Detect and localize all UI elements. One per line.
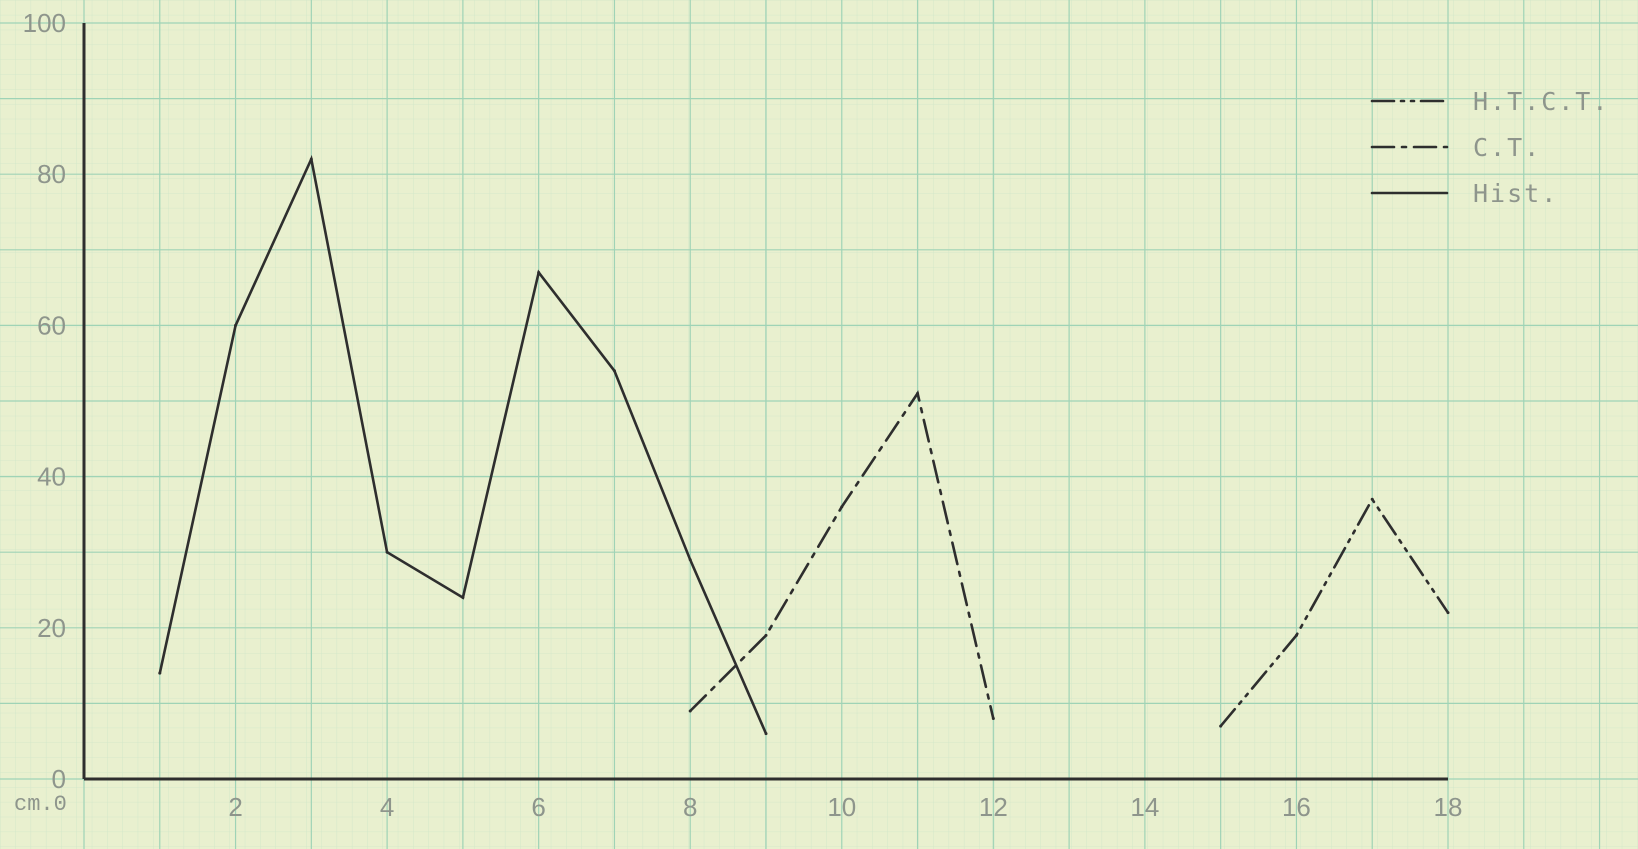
data-point [612,369,616,373]
y-tick-label: 40 [37,462,66,492]
x-tick-label: 14 [1130,792,1159,822]
axes [82,23,1448,781]
data-point [840,505,844,509]
x-tick-label: 18 [1434,792,1463,822]
data-point [461,596,465,600]
data-point [764,633,768,637]
legend-label: Hist. [1473,179,1558,208]
data-point [1370,497,1374,501]
y-tick-label: 100 [23,8,66,38]
origin-label: cm.0 [14,792,67,817]
data-point [309,157,313,161]
data-point [158,671,162,675]
x-tick-label: 2 [228,792,242,822]
data-point [688,709,692,713]
series-line [1219,496,1450,728]
data-point [1446,611,1450,615]
x-tick-label: 12 [979,792,1008,822]
data-point [1219,724,1223,728]
data-point [688,558,692,562]
data-point [991,717,995,721]
x-tick-label: 8 [683,792,697,822]
y-tick-label: 60 [37,310,66,340]
x-tick-label: 4 [380,792,394,822]
series-lines [158,154,1450,736]
data-point [764,732,768,736]
x-tick-label: 16 [1282,792,1311,822]
x-tick-label: 6 [531,792,545,822]
y-tick-label: 0 [52,764,66,794]
x-tick-label: 10 [827,792,856,822]
tick-labels: 2 4 6 8 10 12 14 16 18 0 20 40 60 80 100 [23,8,1463,822]
y-tick-label: 80 [37,159,66,189]
y-tick-label: 20 [37,613,66,643]
data-point [385,550,389,554]
data-point [1294,633,1298,637]
legend-label: C.T. [1473,133,1541,162]
data-point [537,270,541,274]
legend: H.T.C.T. C.T. Hist. [1370,87,1609,208]
data-point [234,323,238,327]
legend-label: H.T.C.T. [1473,87,1609,116]
data-point [916,391,920,395]
